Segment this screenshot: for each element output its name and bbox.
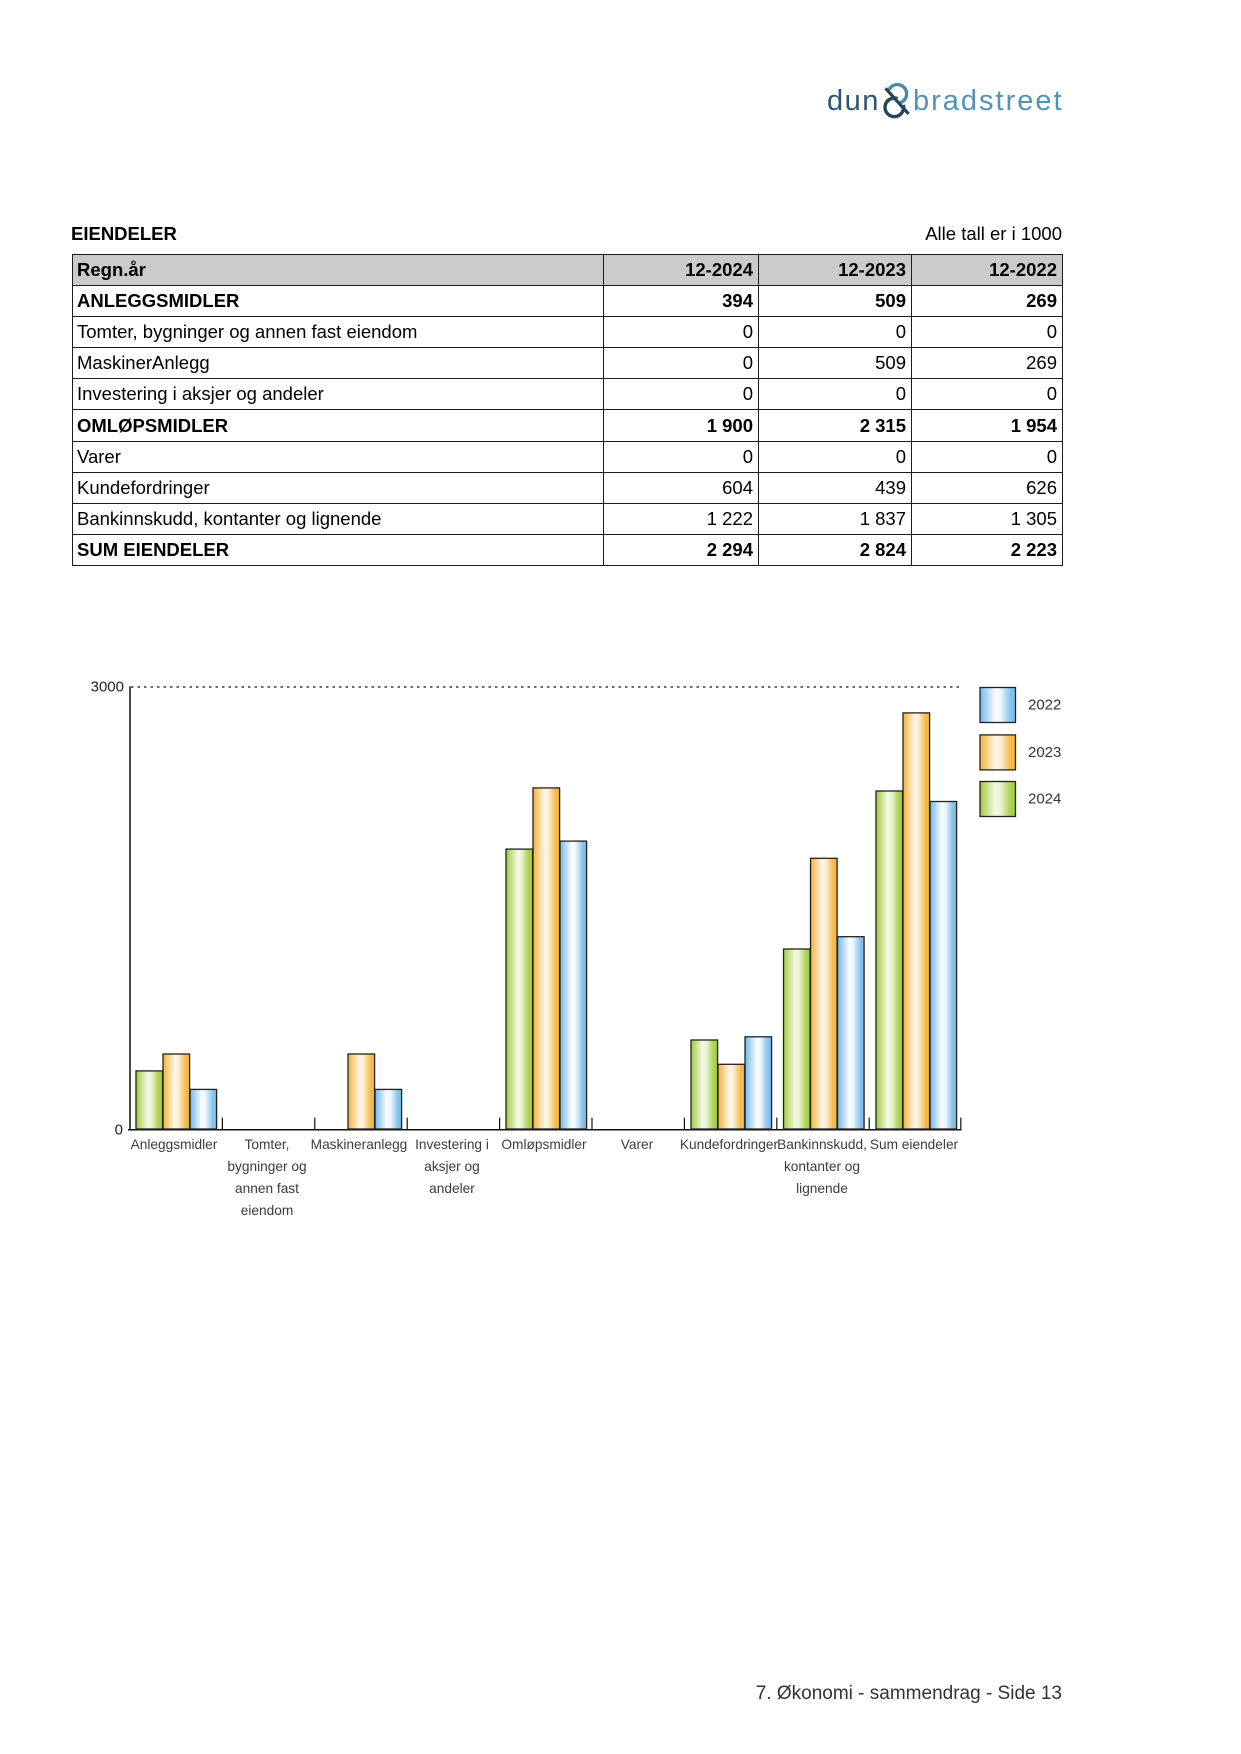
svg-text:0: 0 [115,1121,123,1138]
svg-text:dun: dun [827,85,880,117]
svg-text:2022: 2022 [1028,697,1061,714]
svg-text:bradstreet: bradstreet [913,85,1064,117]
svg-text:2024: 2024 [1028,791,1061,808]
svg-text:3000: 3000 [91,678,124,695]
svg-text:2023: 2023 [1028,744,1061,761]
